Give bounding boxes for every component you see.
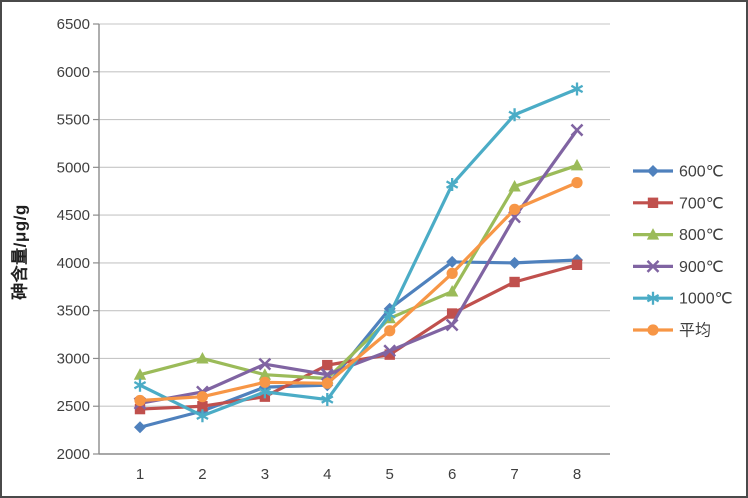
legend-marker bbox=[647, 197, 659, 208]
series-point-5 bbox=[384, 325, 396, 337]
series-point-4 bbox=[133, 378, 147, 392]
series-point-3 bbox=[258, 357, 272, 371]
legend-label: 900℃ bbox=[679, 259, 724, 276]
y-tick-label: 3500 bbox=[57, 303, 90, 320]
x-tick-label: 3 bbox=[261, 466, 269, 483]
legend-marker bbox=[647, 165, 659, 177]
legend-marker bbox=[646, 228, 660, 240]
series-point-4 bbox=[508, 108, 521, 122]
y-tick-label: 6500 bbox=[57, 16, 90, 33]
legend-label: 800℃ bbox=[679, 227, 724, 244]
series-point-4 bbox=[570, 82, 584, 96]
y-tick-label: 5000 bbox=[57, 159, 90, 176]
y-axis-title: 砷含量/μg/g bbox=[10, 204, 30, 300]
series-line-2 bbox=[138, 163, 579, 381]
series-point-2 bbox=[445, 285, 459, 297]
series-point-0 bbox=[134, 421, 146, 434]
series-point-4 bbox=[383, 307, 396, 321]
y-tick-label: 2500 bbox=[57, 398, 90, 415]
y-tick-label: 6000 bbox=[57, 64, 90, 81]
series-point-1 bbox=[134, 403, 146, 415]
series-point-5 bbox=[446, 267, 458, 279]
series-point-4 bbox=[196, 409, 209, 423]
series-point-2 bbox=[570, 158, 584, 171]
y-tick-label: 4500 bbox=[57, 207, 90, 224]
y-tick-label: 4000 bbox=[57, 255, 90, 272]
series-point-5 bbox=[508, 203, 521, 215]
x-tick-label: 5 bbox=[386, 466, 394, 483]
series-point-1 bbox=[571, 259, 583, 270]
series-point-5 bbox=[259, 376, 271, 388]
series-point-2 bbox=[196, 351, 209, 364]
x-tick-label: 6 bbox=[448, 466, 456, 483]
series-point-0 bbox=[508, 256, 521, 269]
series-point-5 bbox=[321, 377, 333, 389]
legend-marker bbox=[647, 324, 659, 336]
series-line-1 bbox=[138, 263, 579, 411]
series-point-2 bbox=[508, 179, 521, 192]
series-point-3 bbox=[445, 318, 459, 332]
y-tick-label: 3000 bbox=[57, 350, 90, 367]
series-line-4 bbox=[138, 87, 579, 418]
y-tick-label: 2000 bbox=[57, 446, 90, 463]
x-tick-label: 8 bbox=[573, 466, 581, 483]
x-tick-label: 4 bbox=[323, 466, 331, 483]
series-line-3 bbox=[138, 128, 579, 405]
series-point-4 bbox=[445, 178, 459, 192]
series-point-0 bbox=[446, 255, 459, 268]
series-point-1 bbox=[322, 359, 333, 371]
x-tick-label: 1 bbox=[136, 466, 144, 483]
series-point-1 bbox=[509, 276, 520, 288]
series-point-5 bbox=[196, 391, 209, 403]
legend-label: 1000℃ bbox=[679, 291, 733, 308]
series-point-3 bbox=[383, 344, 397, 358]
legend-label: 700℃ bbox=[679, 195, 724, 212]
series-line-5 bbox=[138, 181, 579, 403]
x-tick-label: 2 bbox=[198, 466, 206, 483]
y-tick-label: 5500 bbox=[57, 112, 90, 129]
series-point-2 bbox=[258, 368, 272, 380]
x-tick-label: 7 bbox=[510, 466, 518, 483]
series-point-2 bbox=[133, 368, 147, 380]
series-point-4 bbox=[321, 393, 334, 407]
series-point-1 bbox=[384, 349, 395, 360]
series-point-5 bbox=[134, 394, 146, 407]
series-point-1 bbox=[446, 308, 458, 319]
series-point-3 bbox=[570, 123, 584, 137]
series-point-5 bbox=[571, 177, 583, 189]
series-point-1 bbox=[197, 401, 208, 412]
legend-label: 600℃ bbox=[679, 164, 724, 181]
legend-label: 平均 bbox=[679, 322, 711, 340]
legend-marker bbox=[646, 291, 660, 305]
legend-marker bbox=[646, 260, 660, 273]
